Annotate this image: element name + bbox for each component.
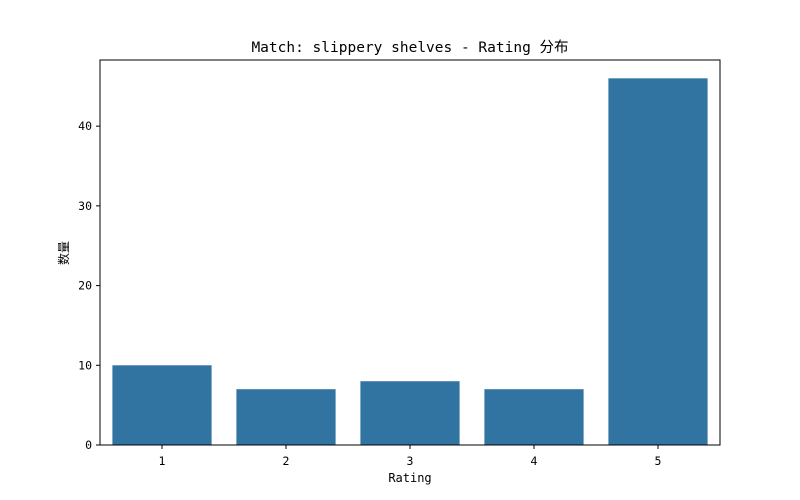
x-axis-label: Rating: [388, 471, 431, 485]
y-axis-ticks: 0 10 20 30 40: [78, 119, 100, 452]
x-tick-label: 5: [655, 454, 662, 468]
bar-rating-1: [112, 365, 212, 445]
x-tick-label: 4: [531, 454, 538, 468]
y-tick-label: 20: [78, 279, 92, 293]
y-tick-label: 0: [85, 438, 92, 452]
bar-rating-2: [236, 389, 336, 445]
y-tick-label: 40: [78, 119, 92, 133]
bars-layer: [112, 78, 708, 445]
x-tick-label: 3: [407, 454, 414, 468]
y-tick-label: 10: [78, 358, 92, 372]
bar-rating-3: [360, 381, 460, 445]
x-tick-label: 2: [283, 454, 290, 468]
bar-rating-4: [484, 389, 584, 445]
y-tick-label: 30: [78, 199, 92, 213]
plot-frame: [99, 59, 721, 446]
x-axis-ticks: 1 2 3 4 5: [159, 445, 662, 468]
bar-rating-5: [608, 78, 708, 445]
x-tick-label: 1: [159, 454, 166, 468]
y-axis-label: 数量: [56, 241, 71, 265]
chart-title: Match: slippery shelves - Rating 分布: [251, 39, 568, 56]
